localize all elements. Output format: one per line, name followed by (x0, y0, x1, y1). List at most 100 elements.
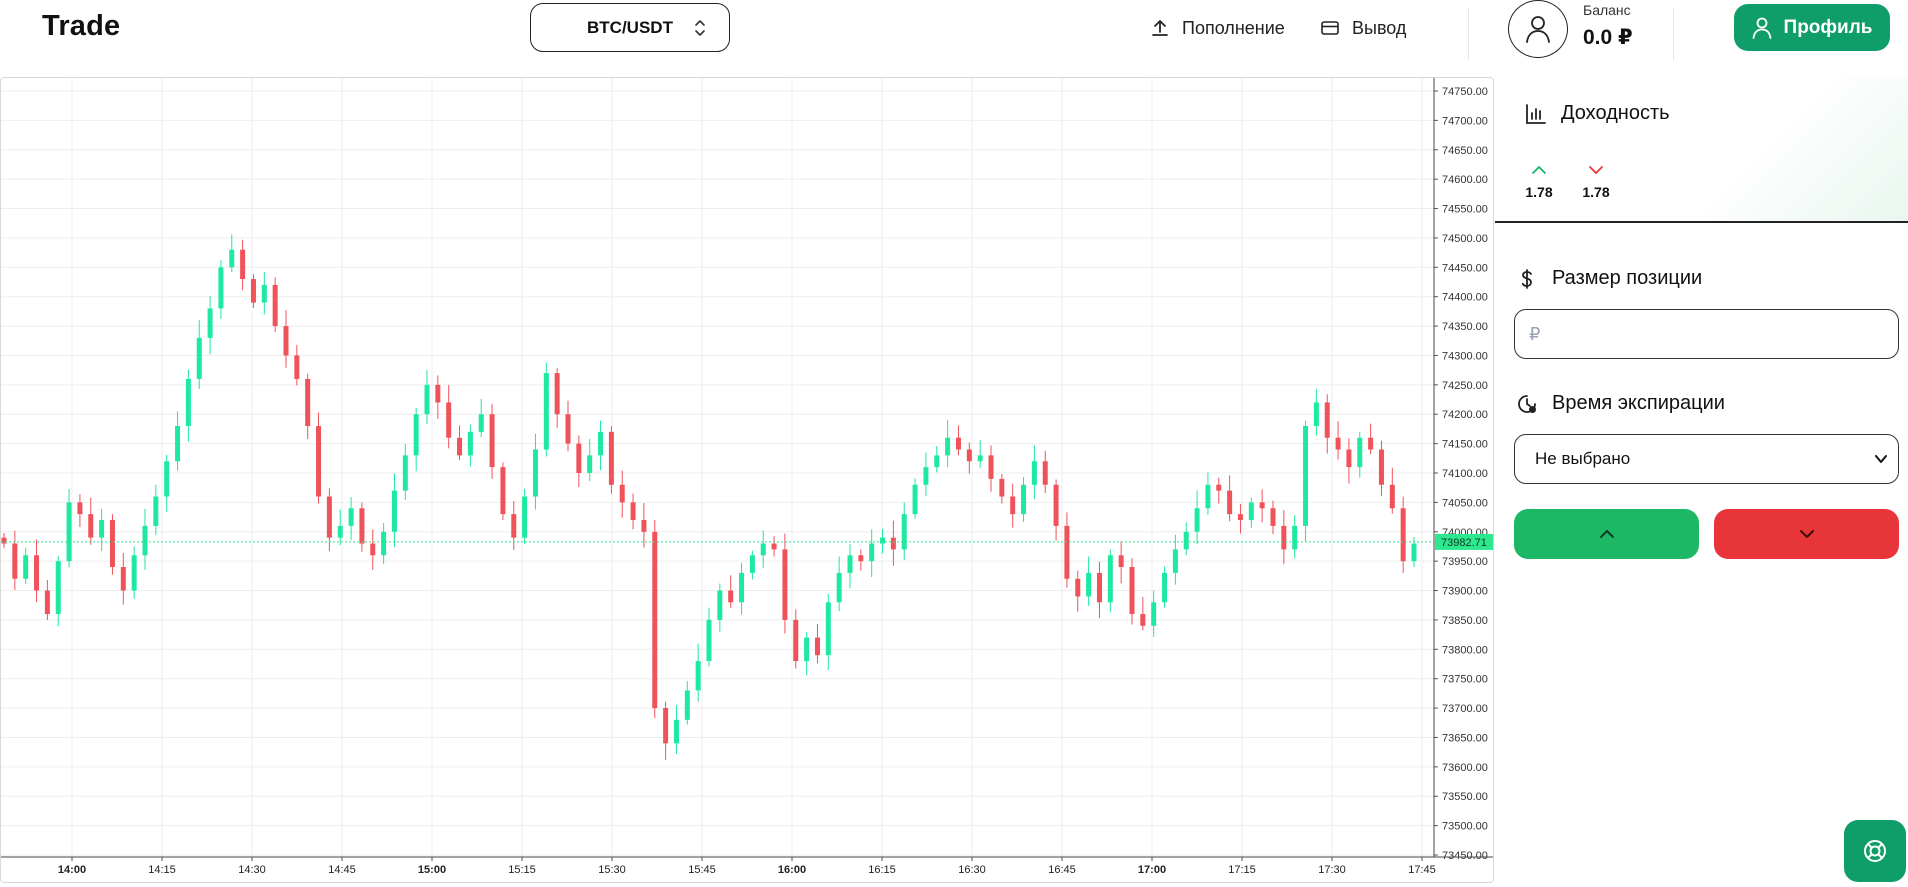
chevron-down-icon (1589, 166, 1603, 174)
candle-body (1053, 484, 1059, 526)
expiration-value: Не выбрано (1535, 449, 1631, 468)
candlestick-chart[interactable]: 74750.00 74700.00 74650.00 74600.00 74550.00… (1, 78, 1494, 883)
y-tick-label: 73950.00 (1442, 556, 1488, 568)
lifebuoy-icon (1864, 840, 1886, 862)
y-tick-label: 74500.00 (1442, 233, 1488, 245)
chevron-updown-icon (695, 20, 705, 36)
deposit-button[interactable]: Пополнение (1150, 14, 1285, 42)
candle-body (684, 690, 690, 720)
y-tick-label: 74050.00 (1442, 497, 1488, 509)
candle-body (294, 355, 300, 379)
candle-body (934, 455, 940, 468)
y-tick-label: 73750.00 (1442, 674, 1488, 686)
candle-body (261, 284, 267, 303)
candle-body (250, 279, 256, 303)
candle-body (1281, 525, 1287, 550)
candle-body (1248, 502, 1254, 521)
y-tick-label: 74550.00 (1442, 204, 1488, 216)
profile-label: Профиль (1783, 16, 1873, 38)
pair-selector[interactable]: BTC/USDT (530, 3, 730, 52)
candle-body (630, 502, 636, 521)
candle-body (587, 455, 593, 473)
x-tick-label: 16:45 (1048, 864, 1076, 876)
candle-body (663, 708, 669, 744)
current-price-tag (1435, 533, 1493, 550)
candle-body (912, 484, 918, 515)
y-tick-label: 74750.00 (1442, 86, 1488, 98)
candle-body (880, 537, 886, 544)
candle-body (153, 496, 159, 526)
buy-down-button[interactable] (1714, 509, 1899, 559)
chevron-up-icon (1599, 530, 1614, 538)
y-tick-label: 74100.00 (1442, 468, 1488, 480)
dollar-icon (1521, 268, 1532, 289)
bar-chart-icon (1526, 103, 1546, 124)
y-tick-label: 74400.00 (1442, 292, 1488, 304)
candle-body (619, 484, 625, 503)
app-logo[interactable]: Trade (42, 10, 121, 42)
candle-body (1368, 437, 1374, 450)
candle-body (1389, 484, 1395, 509)
deposit-label: Пополнение (1182, 17, 1285, 38)
candle-body (923, 467, 929, 485)
candle-body (99, 520, 105, 538)
x-tick-label: 17:15 (1228, 864, 1256, 876)
candle-body (175, 425, 181, 462)
candle-body (12, 543, 18, 579)
candle-body (576, 443, 582, 473)
candle-body (305, 378, 311, 426)
candle-body (1021, 484, 1027, 515)
card-icon (1321, 21, 1339, 35)
candle-body (1096, 572, 1102, 603)
expiration-title: Время экспирации (1516, 392, 1725, 415)
position-size-input[interactable]: ₽ (1514, 309, 1899, 359)
candle-body (55, 561, 61, 615)
candle-body (1194, 508, 1200, 532)
buy-up-button[interactable] (1514, 509, 1699, 559)
candle-body (1042, 461, 1048, 485)
profile-button[interactable]: Профиль (1734, 4, 1890, 51)
candle-body (1216, 484, 1222, 491)
yield-up: 1.78 (1519, 162, 1559, 200)
candle-body (988, 455, 994, 479)
candle-body (771, 543, 777, 550)
withdraw-button[interactable]: Вывод (1320, 14, 1406, 42)
price-chart[interactable]: 74750.00 74700.00 74650.00 74600.00 74550.00… (0, 77, 1494, 883)
y-tick-label: 74200.00 (1442, 409, 1488, 421)
y-tick-label: 73850.00 (1442, 615, 1488, 627)
candle-body (858, 555, 864, 562)
candle-body (424, 384, 430, 415)
candle-body (489, 414, 495, 468)
expiration-select[interactable]: Не выбрано (1514, 434, 1899, 484)
chevron-down-icon (1875, 455, 1887, 463)
chevron-up-icon (1532, 166, 1546, 174)
candle-body (598, 431, 604, 456)
candle-body (717, 590, 723, 620)
candle-body (337, 525, 343, 538)
candle-body (391, 490, 397, 532)
candle-body (478, 414, 484, 432)
x-tick-label: 17:30 (1318, 864, 1346, 876)
candle-body (955, 437, 961, 450)
avatar[interactable] (1508, 0, 1568, 58)
candle-body (66, 502, 72, 562)
y-tick-label: 73600.00 (1442, 762, 1488, 774)
candle-body (109, 520, 115, 568)
y-tick-label: 73650.00 (1442, 732, 1488, 744)
chevron-down-icon (1799, 530, 1814, 538)
candle-body (142, 525, 148, 556)
candle-body (782, 549, 788, 620)
candle-body (749, 555, 755, 573)
candle-body (825, 602, 831, 656)
header-divider (1673, 8, 1674, 60)
candle-body (1270, 508, 1276, 526)
candle-body (457, 437, 463, 456)
y-tick-label: 73700.00 (1442, 703, 1488, 715)
candle-body (370, 543, 376, 556)
support-button[interactable] (1844, 820, 1906, 882)
candle-body (381, 531, 387, 556)
candle-body (1010, 496, 1016, 515)
yield-panel (1495, 77, 1908, 223)
candle-body (652, 531, 658, 709)
y-tick-label: 74250.00 (1442, 380, 1488, 392)
